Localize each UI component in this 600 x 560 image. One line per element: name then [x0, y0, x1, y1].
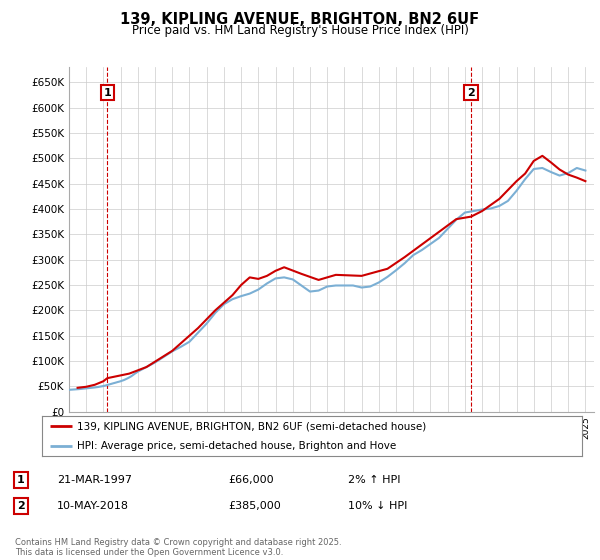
Text: 10% ↓ HPI: 10% ↓ HPI [348, 501, 407, 511]
Text: £66,000: £66,000 [228, 475, 274, 485]
Text: 139, KIPLING AVENUE, BRIGHTON, BN2 6UF (semi-detached house): 139, KIPLING AVENUE, BRIGHTON, BN2 6UF (… [77, 421, 427, 431]
Text: 2% ↑ HPI: 2% ↑ HPI [348, 475, 401, 485]
Text: 1: 1 [103, 87, 111, 97]
Text: 21-MAR-1997: 21-MAR-1997 [57, 475, 132, 485]
Text: Price paid vs. HM Land Registry's House Price Index (HPI): Price paid vs. HM Land Registry's House … [131, 24, 469, 37]
Text: HPI: Average price, semi-detached house, Brighton and Hove: HPI: Average price, semi-detached house,… [77, 441, 397, 451]
Text: 139, KIPLING AVENUE, BRIGHTON, BN2 6UF: 139, KIPLING AVENUE, BRIGHTON, BN2 6UF [121, 12, 479, 27]
Text: 1: 1 [17, 475, 25, 485]
Text: 2: 2 [467, 87, 475, 97]
Text: £385,000: £385,000 [228, 501, 281, 511]
Text: Contains HM Land Registry data © Crown copyright and database right 2025.
This d: Contains HM Land Registry data © Crown c… [15, 538, 341, 557]
Text: 2: 2 [17, 501, 25, 511]
Text: 10-MAY-2018: 10-MAY-2018 [57, 501, 129, 511]
